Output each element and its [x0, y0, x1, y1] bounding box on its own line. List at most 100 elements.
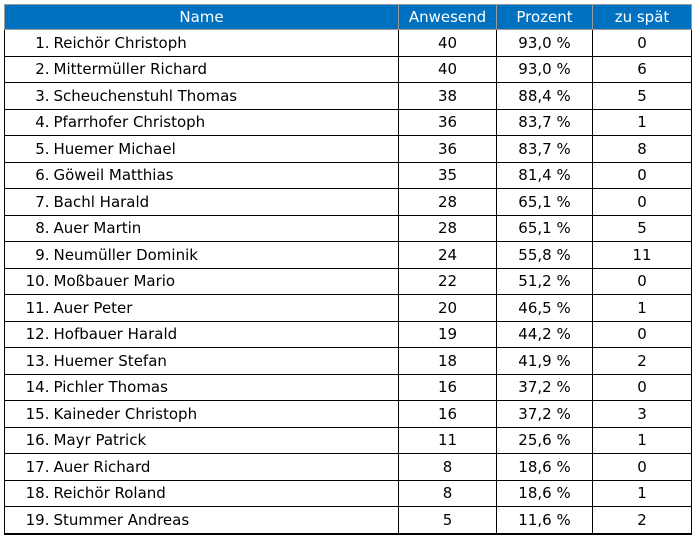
table-row: 7. Bachl Harald 28 65,1 % 0 — [4, 188, 692, 216]
table-row: 17. Auer Richard 8 18,6 % 0 — [4, 453, 692, 481]
row-attendance-cell: 28 — [398, 214, 497, 242]
row-late-cell: 1 — [592, 108, 692, 136]
table-row: 9. Neumüller Dominik 24 55,8 % 11 — [4, 241, 692, 269]
table-row: 10. Moßbauer Mario 22 51,2 % 0 — [4, 267, 692, 295]
column-header-late: zu spät — [592, 4, 692, 30]
row-percent-cell: 37,2 % — [496, 400, 593, 428]
table-row: 18. Reichör Roland 8 18,6 % 1 — [4, 479, 692, 507]
row-attendance-cell: 8 — [398, 479, 497, 507]
row-attendance-cell: 24 — [398, 241, 497, 269]
row-rank-cell: 7. — [4, 188, 53, 216]
row-name-cell: Huemer Michael — [52, 135, 399, 163]
row-attendance-cell: 11 — [398, 426, 497, 454]
column-header-percent: Prozent — [496, 4, 593, 30]
row-attendance-cell: 8 — [398, 453, 497, 481]
row-late-cell: 5 — [592, 214, 692, 242]
row-rank-cell: 12. — [4, 320, 53, 348]
row-name-cell: Kaineder Christoph — [52, 400, 399, 428]
column-header-name: Name — [4, 4, 399, 30]
row-late-cell: 1 — [592, 294, 692, 322]
row-late-cell: 0 — [592, 453, 692, 481]
table-row: 11. Auer Peter 20 46,5 % 1 — [4, 294, 692, 322]
table-row: 2. Mittermüller Richard 40 93,0 % 6 — [4, 55, 692, 83]
table-row: 16. Mayr Patrick 11 25,6 % 1 — [4, 426, 692, 454]
row-percent-cell: 18,6 % — [496, 479, 593, 507]
row-late-cell: 11 — [592, 241, 692, 269]
row-name-cell: Moßbauer Mario — [52, 267, 399, 295]
row-percent-cell: 93,0 % — [496, 29, 593, 57]
row-name-cell: Bachl Harald — [52, 188, 399, 216]
row-name-cell: Göweil Matthias — [52, 161, 399, 189]
row-rank-cell: 16. — [4, 426, 53, 454]
row-rank-cell: 18. — [4, 479, 53, 507]
attendance-sheet: Name Anwesend Prozent zu spät 1. Reichör … — [4, 4, 692, 535]
row-percent-cell: 81,4 % — [496, 161, 593, 189]
row-percent-cell: 18,6 % — [496, 453, 593, 481]
row-percent-cell: 41,9 % — [496, 347, 593, 375]
row-late-cell: 1 — [592, 426, 692, 454]
row-percent-cell: 88,4 % — [496, 82, 593, 110]
table-row: 19. Stummer Andreas 5 11,6 % 2 — [4, 506, 692, 535]
row-attendance-cell: 40 — [398, 55, 497, 83]
row-attendance-cell: 28 — [398, 188, 497, 216]
row-late-cell: 0 — [592, 161, 692, 189]
column-header-attendance: Anwesend — [398, 4, 497, 30]
table-row: 13. Huemer Stefan 18 41,9 % 2 — [4, 347, 692, 375]
table-row: 12. Hofbauer Harald 19 44,2 % 0 — [4, 320, 692, 348]
row-late-cell: 0 — [592, 29, 692, 57]
row-rank-cell: 13. — [4, 347, 53, 375]
row-percent-cell: 51,2 % — [496, 267, 593, 295]
row-percent-cell: 93,0 % — [496, 55, 593, 83]
row-attendance-cell: 5 — [398, 506, 497, 535]
table-row: 4. Pfarrhofer Christoph 36 83,7 % 1 — [4, 108, 692, 136]
row-late-cell: 8 — [592, 135, 692, 163]
table-row: 6. Göweil Matthias 35 81,4 % 0 — [4, 161, 692, 189]
row-late-cell: 3 — [592, 400, 692, 428]
row-percent-cell: 46,5 % — [496, 294, 593, 322]
row-attendance-cell: 38 — [398, 82, 497, 110]
row-late-cell: 0 — [592, 267, 692, 295]
table-row: 14. Pichler Thomas 16 37,2 % 0 — [4, 373, 692, 401]
row-name-cell: Mayr Patrick — [52, 426, 399, 454]
row-rank-cell: 1. — [4, 29, 53, 57]
row-name-cell: Auer Richard — [52, 453, 399, 481]
row-percent-cell: 11,6 % — [496, 506, 593, 535]
row-attendance-cell: 36 — [398, 135, 497, 163]
row-name-cell: Huemer Stefan — [52, 347, 399, 375]
row-late-cell: 0 — [592, 188, 692, 216]
row-attendance-cell: 20 — [398, 294, 497, 322]
row-name-cell: Auer Peter — [52, 294, 399, 322]
table-row: 5. Huemer Michael 36 83,7 % 8 — [4, 135, 692, 163]
attendance-table: Name Anwesend Prozent zu spät 1. Reichör … — [4, 4, 692, 535]
row-name-cell: Stummer Andreas — [52, 506, 399, 535]
row-rank-cell: 11. — [4, 294, 53, 322]
row-name-cell: Pfarrhofer Christoph — [52, 108, 399, 136]
row-percent-cell: 83,7 % — [496, 108, 593, 136]
row-rank-cell: 19. — [4, 506, 53, 535]
row-rank-cell: 2. — [4, 55, 53, 83]
table-header: Name Anwesend Prozent zu spät — [4, 4, 692, 30]
row-rank-cell: 17. — [4, 453, 53, 481]
table-row: 8. Auer Martin 28 65,1 % 5 — [4, 214, 692, 242]
row-rank-cell: 9. — [4, 241, 53, 269]
row-attendance-cell: 36 — [398, 108, 497, 136]
row-percent-cell: 65,1 % — [496, 214, 593, 242]
row-attendance-cell: 16 — [398, 373, 497, 401]
row-percent-cell: 37,2 % — [496, 373, 593, 401]
row-late-cell: 6 — [592, 55, 692, 83]
row-rank-cell: 8. — [4, 214, 53, 242]
row-attendance-cell: 18 — [398, 347, 497, 375]
row-late-cell: 1 — [592, 479, 692, 507]
row-rank-cell: 6. — [4, 161, 53, 189]
row-rank-cell: 15. — [4, 400, 53, 428]
row-rank-cell: 4. — [4, 108, 53, 136]
row-attendance-cell: 35 — [398, 161, 497, 189]
row-attendance-cell: 19 — [398, 320, 497, 348]
header-row: Name Anwesend Prozent zu spät — [4, 4, 692, 30]
row-name-cell: Reichör Christoph — [52, 29, 399, 57]
row-name-cell: Auer Martin — [52, 214, 399, 242]
row-late-cell: 2 — [592, 506, 692, 535]
row-name-cell: Hofbauer Harald — [52, 320, 399, 348]
row-percent-cell: 25,6 % — [496, 426, 593, 454]
row-percent-cell: 83,7 % — [496, 135, 593, 163]
